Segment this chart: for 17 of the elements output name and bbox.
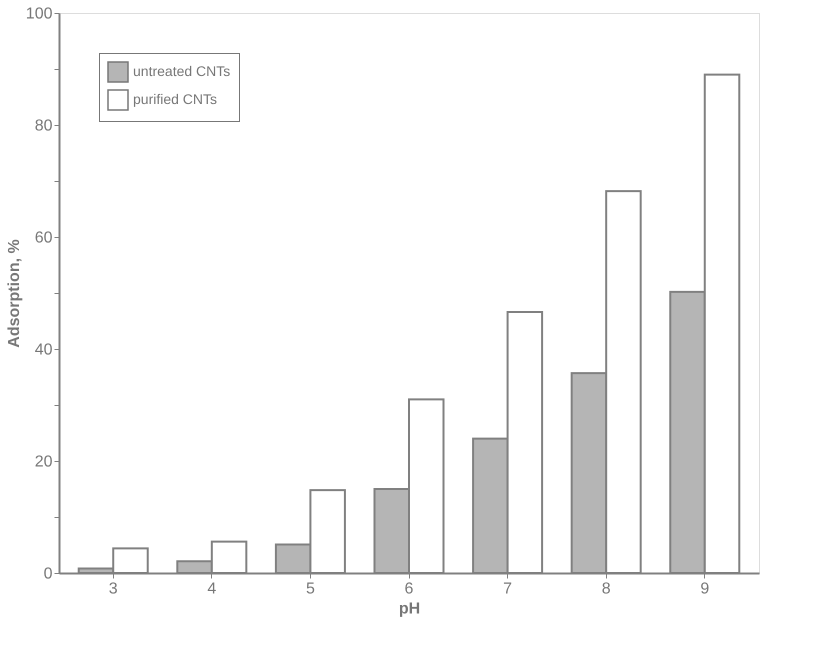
x-tick-label: 7 [503, 580, 512, 598]
legend-label: purified CNTs [133, 91, 218, 107]
y-tick-label: 20 [34, 454, 53, 470]
y-tick-label: 40 [34, 342, 53, 358]
y-tick-label: 0 [44, 566, 53, 582]
x-tick-label: 3 [108, 580, 118, 598]
x-axis-title: pH [398, 600, 420, 618]
x-tick-label: 6 [404, 580, 414, 598]
x-tick-label: 4 [207, 580, 216, 598]
legend-label: untreated CNTs [133, 63, 230, 79]
x-tick-label: 8 [602, 580, 611, 598]
x-tick-label: 9 [700, 580, 710, 598]
x-tick-label: 5 [306, 580, 315, 598]
y-tick-label: 80 [34, 118, 53, 134]
y-tick-label: 60 [34, 230, 53, 246]
y-axis-title: Adsorption, % [6, 239, 23, 348]
y-tick-label: 100 [26, 6, 53, 22]
